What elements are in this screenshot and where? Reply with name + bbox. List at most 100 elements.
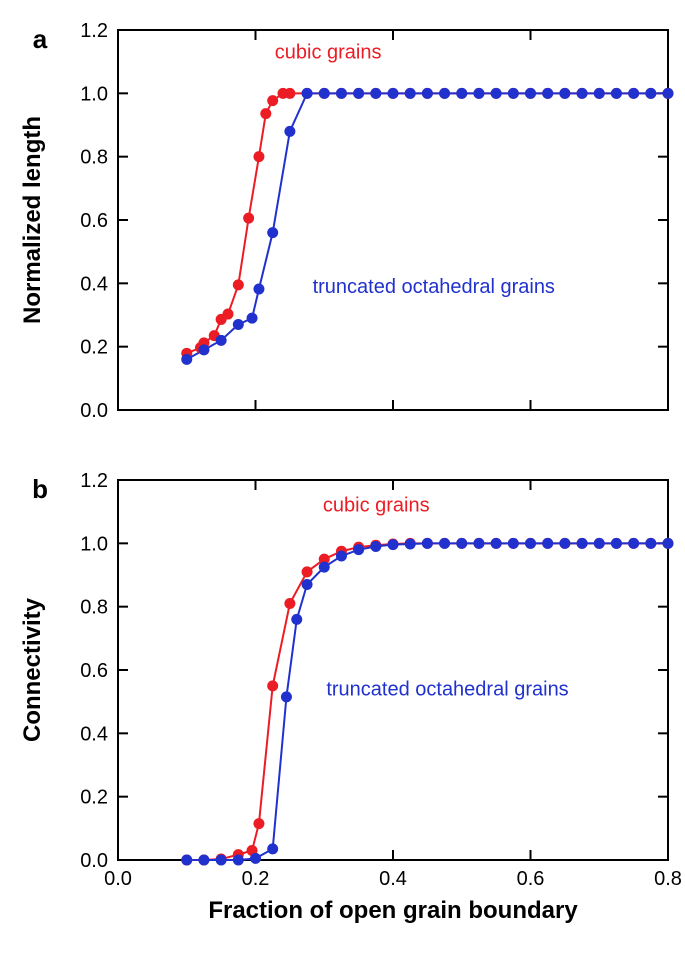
xtick-label: 0.0: [104, 868, 132, 890]
axis-box: [118, 480, 668, 860]
series-marker-truncated-octahedral: [422, 88, 433, 99]
series-marker-truncated-octahedral: [542, 88, 553, 99]
series-marker-truncated-octahedral: [611, 88, 622, 99]
series-marker-cubic: [253, 818, 264, 829]
series-marker-truncated-octahedral: [181, 855, 192, 866]
ytick-label: 0.2: [80, 787, 108, 809]
series-marker-truncated-octahedral: [247, 313, 258, 324]
series-marker-truncated-octahedral: [291, 614, 302, 625]
series-marker-truncated-octahedral: [353, 88, 364, 99]
legend-label: cubic grains: [275, 42, 382, 64]
series-marker-truncated-octahedral: [663, 538, 674, 549]
series-marker-truncated-octahedral: [198, 855, 209, 866]
series-marker-cubic: [243, 213, 254, 224]
series-marker-truncated-octahedral: [645, 88, 656, 99]
series-marker-truncated-octahedral: [473, 538, 484, 549]
series-marker-truncated-octahedral: [233, 319, 244, 330]
series-marker-truncated-octahedral: [559, 88, 570, 99]
series-marker-truncated-octahedral: [388, 539, 399, 550]
panel-label-b: b: [32, 474, 48, 504]
ytick-label: 0.6: [80, 210, 108, 232]
series-marker-cubic: [302, 566, 313, 577]
series-marker-truncated-octahedral: [250, 853, 261, 864]
series-marker-truncated-octahedral: [491, 88, 502, 99]
series-marker-truncated-octahedral: [577, 538, 588, 549]
xtick-label: 0.6: [517, 868, 545, 890]
series-marker-truncated-octahedral: [233, 855, 244, 866]
ytick-label: 1.0: [80, 83, 108, 105]
ytick-label: 0.8: [80, 597, 108, 619]
series-marker-truncated-octahedral: [405, 88, 416, 99]
series-marker-truncated-octahedral: [353, 544, 364, 555]
xtick-label: 0.4: [379, 868, 407, 890]
series-marker-truncated-octahedral: [253, 284, 264, 295]
xtick-label: 0.8: [654, 868, 682, 890]
y-axis-label: Connectivity: [19, 597, 46, 742]
series-marker-truncated-octahedral: [577, 88, 588, 99]
series-line-cubic: [187, 543, 668, 860]
ytick-label: 1.2: [80, 470, 108, 492]
series-marker-truncated-octahedral: [336, 551, 347, 562]
ytick-label: 1.0: [80, 533, 108, 555]
ytick-label: 0.8: [80, 147, 108, 169]
panel-b: 0.0 0.2 0.4 0.6 0.8 0.0 0.2 0.4 0.6 0.8 1.0 1.2 cubi…: [19, 470, 682, 890]
series-marker-truncated-octahedral: [559, 538, 570, 549]
series-marker-truncated-octahedral: [439, 538, 450, 549]
series-marker-truncated-octahedral: [216, 855, 227, 866]
panel-label-a: a: [33, 24, 48, 54]
series-marker-truncated-octahedral: [508, 88, 519, 99]
series-marker-truncated-octahedral: [267, 843, 278, 854]
series-marker-truncated-octahedral: [302, 88, 313, 99]
xtick-label: 0.2: [242, 868, 270, 890]
ytick-label: 0.4: [80, 723, 108, 745]
series-marker-truncated-octahedral: [663, 88, 674, 99]
x-axis-label: Fraction of open grain boundary: [208, 897, 578, 924]
series-line-cubic: [187, 93, 668, 353]
series-marker-truncated-octahedral: [594, 538, 605, 549]
figure-container: 0.0 0.2 0.4 0.6 0.8 1.0 1.2 cubic grains truncat…: [0, 0, 685, 956]
series-marker-truncated-octahedral: [302, 579, 313, 590]
ytick-label: 0.4: [80, 273, 108, 295]
series-marker-truncated-octahedral: [319, 88, 330, 99]
series-marker-truncated-octahedral: [336, 88, 347, 99]
series-line-truncated-octahedral: [187, 543, 668, 860]
ytick-label: 0.6: [80, 660, 108, 682]
series-marker-truncated-octahedral: [281, 691, 292, 702]
series-marker-truncated-octahedral: [491, 538, 502, 549]
ytick-label: 0.0: [80, 850, 108, 872]
series-marker-cubic: [267, 95, 278, 106]
legend-label: cubic grains: [323, 495, 430, 517]
series-marker-truncated-octahedral: [611, 538, 622, 549]
series-marker-truncated-octahedral: [525, 88, 536, 99]
series-marker-truncated-octahedral: [473, 88, 484, 99]
series-marker-truncated-octahedral: [542, 538, 553, 549]
series-marker-truncated-octahedral: [370, 541, 381, 552]
series-marker-truncated-octahedral: [456, 88, 467, 99]
series-marker-truncated-octahedral: [508, 538, 519, 549]
series-marker-truncated-octahedral: [319, 562, 330, 573]
series-marker-cubic: [260, 108, 271, 119]
series-marker-cubic: [223, 309, 234, 320]
series-marker-cubic: [284, 88, 295, 99]
series-line-truncated-octahedral: [187, 93, 668, 359]
series-marker-cubic: [233, 279, 244, 290]
series-marker-truncated-octahedral: [216, 335, 227, 346]
series-marker-truncated-octahedral: [422, 538, 433, 549]
panel-a: 0.00.20.40.60.81.01.2cubic grainstruncat…: [19, 20, 674, 422]
ytick-label: 0.2: [80, 337, 108, 359]
figure-svg: 0.0 0.2 0.4 0.6 0.8 1.0 1.2 cubic grains truncat…: [0, 0, 685, 956]
series-marker-truncated-octahedral: [181, 354, 192, 365]
series-marker-truncated-octahedral: [628, 538, 639, 549]
series-marker-truncated-octahedral: [456, 538, 467, 549]
legend-label: truncated octahedral grains: [326, 678, 568, 700]
series-marker-cubic: [267, 680, 278, 691]
series-marker-truncated-octahedral: [628, 88, 639, 99]
series-marker-truncated-octahedral: [645, 538, 656, 549]
series-marker-truncated-octahedral: [388, 88, 399, 99]
series-marker-truncated-octahedral: [525, 538, 536, 549]
series-marker-truncated-octahedral: [405, 538, 416, 549]
ytick-label: 1.2: [80, 20, 108, 42]
series-marker-truncated-octahedral: [198, 344, 209, 355]
ytick-label: 0.0: [80, 400, 108, 422]
series-marker-truncated-octahedral: [370, 88, 381, 99]
